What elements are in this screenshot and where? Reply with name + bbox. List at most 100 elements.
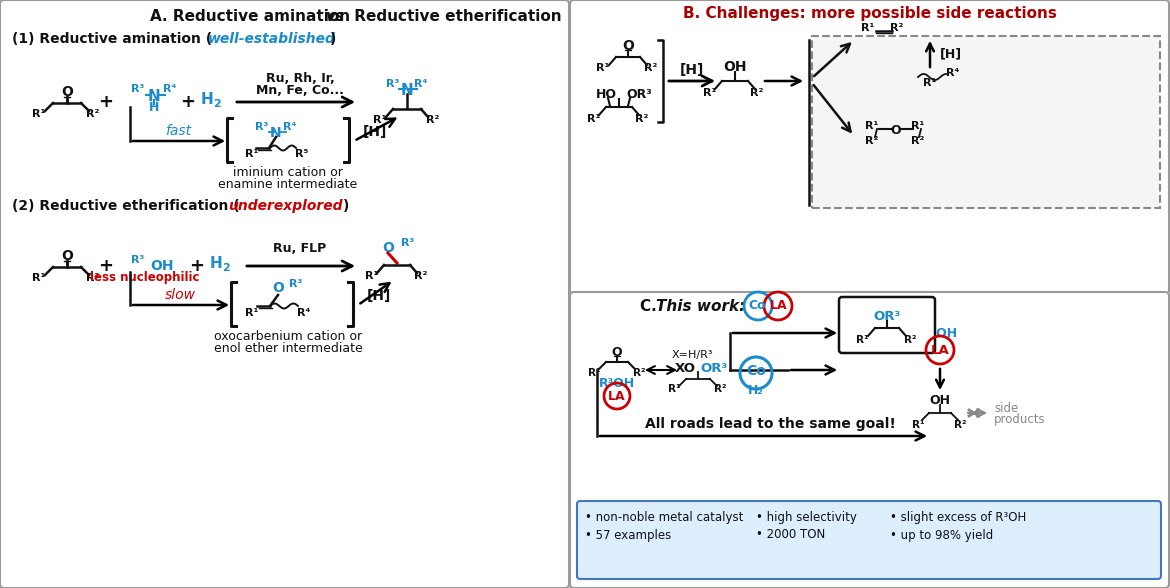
Text: ): ) [330,32,337,46]
Text: • non-noble metal catalyst: • non-noble metal catalyst [585,512,743,524]
Text: X=H/R³: X=H/R³ [672,350,713,360]
Text: R²: R² [87,109,99,119]
Text: R¹: R¹ [703,88,717,98]
Text: R²: R² [414,271,428,281]
Text: 2: 2 [213,99,221,109]
Text: N: N [270,126,282,140]
Text: products: products [994,413,1046,426]
Text: OH: OH [929,393,950,406]
Text: A. Reductive amination: A. Reductive amination [150,8,356,24]
Text: LA: LA [770,299,787,312]
Text: well-established: well-established [208,32,336,46]
Text: Ru, Rh, Ir,: Ru, Rh, Ir, [266,72,335,85]
Text: O: O [61,85,73,99]
Text: ): ) [343,199,350,213]
Text: XO: XO [674,362,695,375]
Text: All roads lead to the same goal!: All roads lead to the same goal! [645,417,895,431]
Text: R¹: R¹ [373,115,387,125]
Text: N: N [147,89,160,103]
Text: OR³: OR³ [626,88,652,101]
Text: R²: R² [890,23,903,33]
Text: Ru, FLP: Ru, FLP [274,242,326,255]
Text: R¹: R¹ [855,335,868,345]
Text: R¹: R¹ [587,114,600,124]
Text: B. Challenges: more possible side reactions: B. Challenges: more possible side reacti… [683,5,1057,21]
Text: Reductive etherification: Reductive etherification [349,8,562,24]
Text: R²: R² [750,88,764,98]
Text: fast: fast [165,124,191,138]
Text: H: H [149,101,159,113]
Text: O: O [61,249,73,263]
Text: N: N [400,82,413,98]
FancyBboxPatch shape [812,36,1159,208]
FancyBboxPatch shape [570,292,1169,588]
Text: vs: vs [325,8,344,24]
Text: R³: R³ [386,79,400,89]
Text: R²: R² [426,115,440,125]
Text: R³: R³ [255,122,269,132]
Text: OR³: OR³ [700,362,728,375]
Text: slow: slow [165,288,195,302]
Text: enamine intermediate: enamine intermediate [219,178,358,191]
Text: R³: R³ [131,255,145,265]
Text: 2: 2 [222,263,229,273]
Text: R¹: R¹ [597,63,610,73]
Text: OH: OH [150,259,173,273]
Text: OH: OH [723,60,746,74]
Text: Co: Co [748,299,766,312]
Text: R³: R³ [401,238,414,248]
Text: R¹: R¹ [861,23,875,33]
Text: O: O [890,123,901,136]
Text: This work:: This work: [656,299,745,313]
Text: R³OH: R³OH [599,376,635,389]
Text: R²: R² [866,136,879,146]
Text: R³: R³ [131,84,145,94]
Text: R³OH: R³OH [922,326,958,339]
Text: oxocarbenium cation or: oxocarbenium cation or [214,329,362,342]
Text: +: + [190,257,205,275]
Text: R⁴: R⁴ [414,79,428,89]
Text: +: + [98,93,113,111]
Text: R¹: R¹ [911,420,924,430]
Text: side: side [994,402,1018,415]
Text: Co: Co [746,364,766,378]
Text: (1) Reductive amination (: (1) Reductive amination ( [12,32,212,46]
Text: R¹: R¹ [911,121,924,131]
Text: HO: HO [596,88,617,101]
Text: R¹: R¹ [365,271,379,281]
Text: (2) Reductive etherification (: (2) Reductive etherification ( [12,199,240,213]
Text: R¹: R¹ [246,149,259,159]
Text: +: + [180,93,195,111]
FancyBboxPatch shape [577,501,1161,579]
Text: R⁴: R⁴ [947,68,959,78]
Text: O: O [273,281,284,295]
Text: R⁴: R⁴ [297,308,311,318]
Text: LA: LA [930,343,949,356]
Text: R²: R² [633,368,645,378]
FancyBboxPatch shape [839,297,935,353]
Text: R⁴: R⁴ [283,122,297,132]
Text: R²: R² [635,114,648,124]
Text: LA: LA [608,389,626,403]
Text: O: O [622,39,634,53]
Text: R¹: R¹ [668,384,680,394]
Text: R²: R² [903,335,916,345]
Text: • 2000 TON: • 2000 TON [756,529,825,542]
Text: underexplored: underexplored [228,199,343,213]
Text: [H]: [H] [367,289,391,303]
Text: R¹: R¹ [33,273,46,283]
Text: R⁴: R⁴ [164,84,177,94]
Text: O: O [383,241,394,255]
Text: OR³: OR³ [873,309,901,322]
Text: R¹: R¹ [587,368,600,378]
Text: R¹: R¹ [33,109,46,119]
Text: R³: R³ [289,279,302,289]
Text: H₂: H₂ [748,383,764,396]
Text: H: H [209,256,222,270]
Text: O: O [612,346,622,359]
Text: R²: R² [714,384,727,394]
Text: Mn, Fe, Co...: Mn, Fe, Co... [256,83,344,96]
Text: R²: R² [911,136,924,146]
Text: enol ether intermediate: enol ether intermediate [214,342,363,355]
Text: [H]: [H] [680,63,704,77]
